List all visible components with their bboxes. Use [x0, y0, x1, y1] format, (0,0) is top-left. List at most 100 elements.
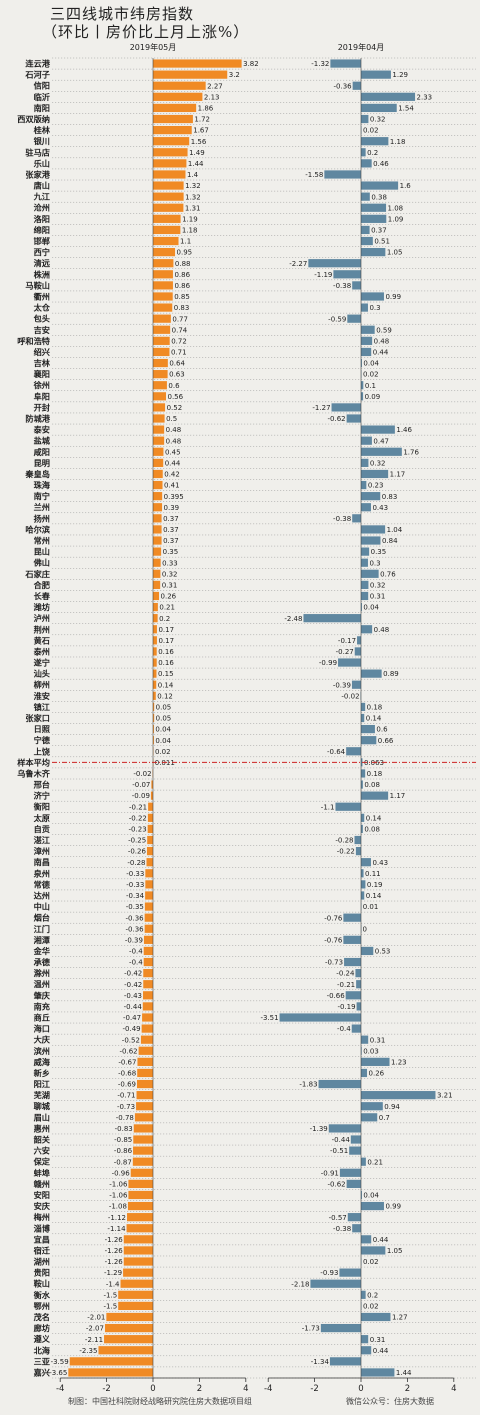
bar-2019-04	[279, 1013, 361, 1022]
data-label: -1.06	[109, 1180, 128, 1188]
data-label: -0.4	[337, 1025, 351, 1033]
data-label: 0.46	[373, 160, 389, 168]
data-label: 0.08	[364, 781, 380, 789]
data-label: 0.76	[380, 570, 396, 578]
bar-2019-04	[361, 292, 384, 301]
bar-2019-05	[153, 503, 163, 512]
data-label: 0.31	[370, 1336, 386, 1344]
bar-2019-05	[153, 713, 155, 723]
data-label: -1.34	[311, 1358, 330, 1366]
data-label: 0.88	[175, 260, 191, 268]
data-label: -0.02	[133, 770, 151, 778]
category-label: 威海	[34, 1057, 51, 1067]
bar-2019-05	[153, 259, 174, 268]
category-label: 遵义	[34, 1334, 51, 1344]
bar-2019-04	[361, 1246, 386, 1255]
category-label: 扬州	[34, 513, 50, 523]
bar-2019-04	[361, 1235, 372, 1244]
category-label: 梅州	[34, 1212, 50, 1222]
category-label: 芜湖	[34, 1090, 50, 1100]
bar-2019-05	[123, 1257, 153, 1266]
data-label: 0.11	[365, 870, 381, 878]
data-label: 0.04	[363, 604, 379, 612]
category-label: 贵阳	[34, 1268, 50, 1278]
data-label: 0.89	[383, 670, 399, 678]
category-label: 聊城	[34, 1101, 51, 1111]
category-label: 洛阳	[34, 214, 50, 224]
bar-2019-05	[153, 381, 167, 390]
data-label: 0.83	[174, 304, 190, 312]
data-label: -1.58	[305, 171, 323, 179]
bar-2019-04	[338, 658, 361, 667]
chart-title-line2: （环比丨房价比上月上涨%）	[42, 23, 250, 41]
bar-2019-04	[318, 1079, 361, 1089]
category-label: 廊坊	[34, 1323, 51, 1333]
category-label: 赣州	[34, 1179, 50, 1189]
data-label: 1.09	[388, 215, 404, 223]
bar-2019-05	[123, 1235, 153, 1244]
bar-2019-05	[153, 669, 157, 678]
bar-2019-04	[361, 625, 373, 634]
data-label: -0.39	[125, 936, 143, 944]
bar-2019-04	[361, 780, 363, 789]
category-label: 淮安	[34, 691, 50, 701]
data-label: 0.71	[171, 349, 187, 357]
data-label: -2.07	[86, 1325, 104, 1333]
bar-2019-05	[153, 325, 171, 334]
data-label: 0.48	[374, 626, 390, 634]
bar-2019-04	[343, 913, 361, 922]
data-label: 0.21	[159, 604, 175, 612]
bar-2019-04	[347, 1213, 361, 1222]
data-label: -0.09	[132, 792, 150, 800]
data-label: -2.01	[87, 1314, 105, 1322]
data-label: -0.85	[114, 1136, 132, 1144]
bar-2019-04	[361, 1201, 384, 1211]
data-label: -1.14	[107, 1225, 126, 1233]
category-label: 大庆	[34, 1035, 51, 1045]
data-label: 0.35	[163, 548, 179, 556]
bar-2019-05	[153, 59, 242, 68]
bar-2019-04	[351, 1024, 361, 1033]
bar-2019-05	[128, 1190, 153, 1200]
category-label: 衡阳	[33, 802, 50, 812]
data-label: 0.14	[158, 681, 174, 689]
bar-2019-05	[126, 1224, 153, 1233]
data-label: 0.83	[382, 493, 398, 501]
bar-2019-04	[361, 192, 370, 201]
bar-2019-05	[145, 880, 153, 889]
category-label: 样本平均	[17, 757, 50, 767]
bar-2019-05	[153, 602, 158, 612]
category-label: 保定	[33, 1157, 51, 1167]
bar-2019-05	[144, 902, 153, 911]
panel-header: 2019年04月	[338, 42, 385, 52]
x-tick-label: -4	[56, 1384, 64, 1394]
category-label: 达州	[34, 890, 50, 900]
bar-2019-05	[133, 1146, 153, 1155]
bar-2019-04	[361, 181, 399, 190]
bar-2019-04	[361, 1035, 369, 1044]
bar-2019-04	[361, 1046, 362, 1055]
category-label: 南昌	[34, 857, 50, 867]
bar-2019-04	[361, 1290, 366, 1299]
category-label: 阜阳	[34, 391, 50, 401]
data-label: -0.44	[332, 1136, 351, 1144]
data-label: 1.76	[403, 448, 419, 456]
category-label: 阳江	[34, 1079, 51, 1089]
data-label: 0.99	[385, 293, 401, 301]
bar-2019-04	[330, 59, 361, 68]
bar-2019-04	[361, 492, 381, 501]
bar-2019-04	[354, 647, 361, 656]
data-label: 0.41	[164, 482, 180, 490]
data-label: -1.06	[109, 1192, 128, 1200]
category-label: 连云港	[25, 59, 50, 69]
data-label: 0.6	[168, 382, 180, 390]
category-label: 宁德	[34, 735, 51, 745]
category-label: 湖州	[34, 1257, 50, 1267]
category-label: 珠海	[34, 480, 51, 490]
bar-2019-04	[352, 281, 361, 290]
data-label: 0.7	[379, 1114, 390, 1122]
data-label: 2.33	[417, 93, 433, 101]
category-label: 泰安	[33, 425, 50, 435]
category-label: 遂宁	[34, 658, 50, 668]
